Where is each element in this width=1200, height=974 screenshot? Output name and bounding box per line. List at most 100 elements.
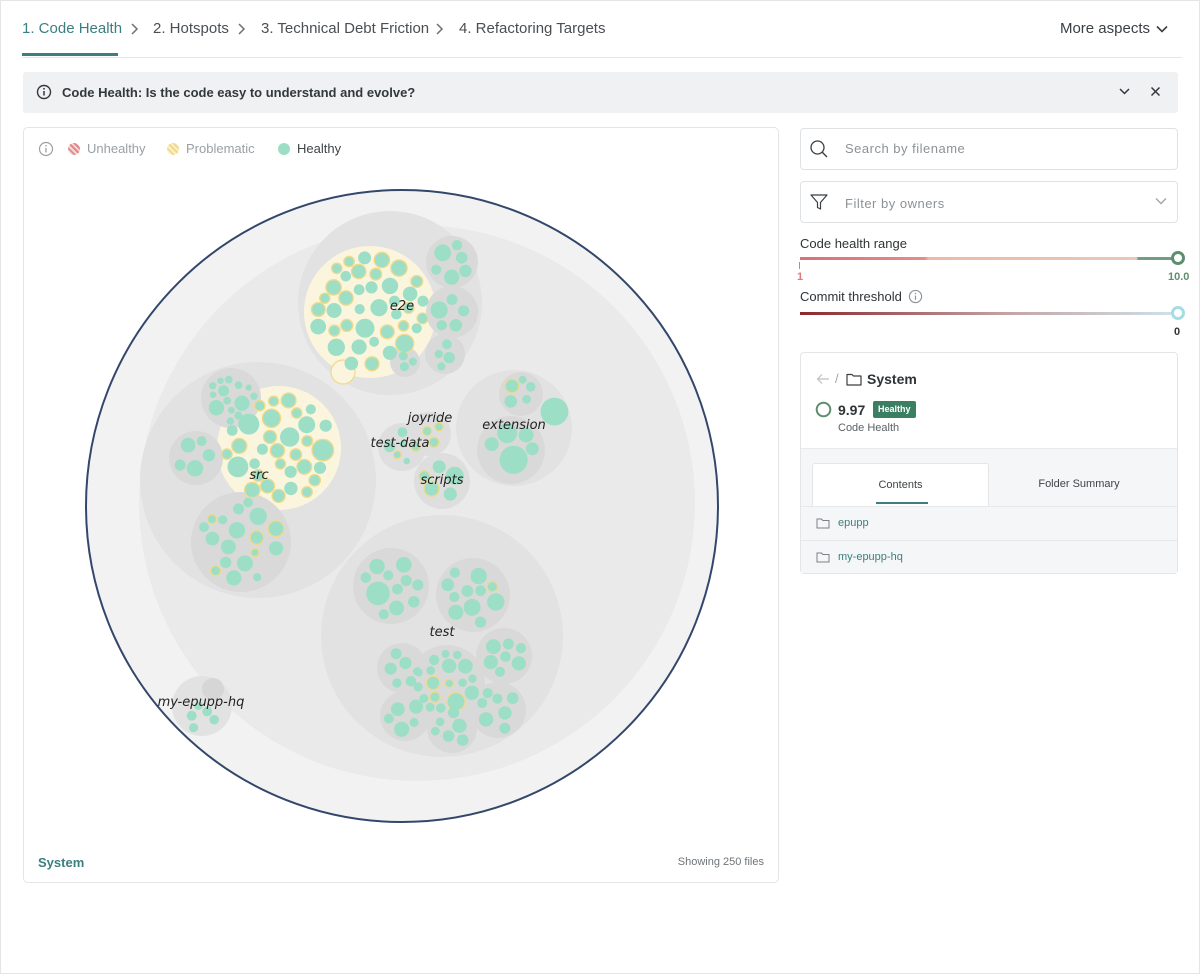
owners-filter-select[interactable]: Filter by owners <box>800 181 1178 223</box>
file-circle[interactable] <box>463 598 481 616</box>
file-circle[interactable] <box>515 643 526 654</box>
file-circle[interactable] <box>328 324 341 337</box>
file-circle[interactable] <box>358 251 372 265</box>
file-circle[interactable] <box>280 392 297 409</box>
file-circle[interactable] <box>449 567 460 578</box>
commit-threshold-slider[interactable] <box>800 312 1178 315</box>
file-circle[interactable] <box>494 666 505 677</box>
file-circle[interactable] <box>378 609 389 620</box>
file-circle[interactable] <box>249 458 260 470</box>
file-circle[interactable] <box>397 320 410 332</box>
file-circle[interactable] <box>250 547 260 558</box>
file-circle[interactable] <box>474 616 487 628</box>
file-circle[interactable] <box>518 375 527 384</box>
file-circle[interactable] <box>394 721 410 737</box>
file-circle[interactable] <box>455 251 468 264</box>
list-item[interactable]: my-epupp-hq <box>801 540 1177 573</box>
file-circle[interactable] <box>458 305 470 317</box>
file-circle[interactable] <box>441 578 455 592</box>
file-circle[interactable] <box>355 318 375 338</box>
file-circle[interactable] <box>392 583 403 595</box>
close-icon[interactable] <box>1149 85 1162 98</box>
code-health-range-slider[interactable] <box>800 257 1178 260</box>
file-circle[interactable] <box>421 425 433 437</box>
file-circle[interactable] <box>441 649 450 659</box>
list-item[interactable]: epupp <box>801 506 1177 539</box>
file-circle[interactable] <box>484 437 499 452</box>
file-circle[interactable] <box>308 473 322 487</box>
file-circle[interactable] <box>202 449 216 462</box>
file-circle[interactable] <box>305 404 316 415</box>
file-circle[interactable] <box>445 466 464 485</box>
file-circle[interactable] <box>226 425 238 436</box>
file-circle[interactable] <box>245 384 252 391</box>
file-circle[interactable] <box>226 417 235 425</box>
file-circle[interactable] <box>441 658 457 674</box>
file-circle[interactable] <box>410 440 422 452</box>
file-circle[interactable] <box>449 591 460 603</box>
file-circle[interactable] <box>251 468 265 483</box>
file-circle[interactable] <box>468 674 477 683</box>
file-circle[interactable] <box>227 406 235 414</box>
file-circle[interactable] <box>326 303 342 318</box>
file-circle[interactable] <box>231 437 248 455</box>
tab-folder-summary[interactable]: Folder Summary <box>991 463 1167 507</box>
circle-packing-map[interactable]: e2e src joyride test-data extension scri… <box>24 128 780 884</box>
file-circle[interactable] <box>482 688 493 699</box>
file-circle[interactable] <box>218 385 230 397</box>
file-circle[interactable] <box>353 284 365 296</box>
file-circle[interactable] <box>217 377 224 384</box>
file-circle[interactable] <box>436 320 447 331</box>
file-circle[interactable] <box>402 301 415 315</box>
file-circle[interactable] <box>431 726 440 736</box>
file-circle[interactable] <box>453 650 462 660</box>
file-circle[interactable] <box>428 436 440 448</box>
file-circle[interactable] <box>290 407 303 419</box>
file-circle[interactable] <box>228 522 246 539</box>
file-circle[interactable] <box>414 668 423 677</box>
file-circle[interactable] <box>525 382 536 392</box>
file-circle[interactable] <box>477 697 488 709</box>
file-circle[interactable] <box>504 395 517 408</box>
file-circle[interactable] <box>425 702 435 712</box>
file-circle[interactable] <box>174 459 186 471</box>
step-code-health[interactable]: 1. Code Health <box>22 20 123 37</box>
file-circle[interactable] <box>284 465 297 478</box>
file-circle[interactable] <box>351 339 367 355</box>
file-circle[interactable] <box>344 356 359 371</box>
file-circle[interactable] <box>280 427 300 447</box>
file-circle[interactable] <box>236 555 253 572</box>
file-circle[interactable] <box>392 678 402 688</box>
file-circle[interactable] <box>435 717 445 727</box>
file-circle[interactable] <box>452 718 467 733</box>
file-circle[interactable] <box>409 699 424 714</box>
file-circle[interactable] <box>408 357 417 366</box>
file-circle[interactable] <box>298 416 316 434</box>
file-circle[interactable] <box>383 570 394 581</box>
file-circle[interactable] <box>390 259 408 277</box>
file-circle[interactable] <box>310 318 327 335</box>
file-circle[interactable] <box>370 299 388 317</box>
file-circle[interactable] <box>383 440 396 453</box>
file-circle[interactable] <box>343 255 355 268</box>
file-circle[interactable] <box>369 558 385 575</box>
file-circle[interactable] <box>202 706 213 717</box>
file-circle[interactable] <box>449 319 463 332</box>
file-circle[interactable] <box>409 717 419 727</box>
file-circle[interactable] <box>444 269 460 285</box>
file-circle[interactable] <box>525 442 539 456</box>
file-circle[interactable] <box>418 470 431 483</box>
file-circle[interactable] <box>364 356 380 372</box>
file-circle[interactable] <box>249 530 265 545</box>
file-circle[interactable] <box>238 413 260 435</box>
file-circle[interactable] <box>383 713 394 724</box>
file-circle[interactable] <box>483 655 498 670</box>
file-circle[interactable] <box>186 710 197 721</box>
file-circle[interactable] <box>456 734 469 746</box>
file-circle[interactable] <box>373 251 391 269</box>
file-circle[interactable] <box>389 295 400 307</box>
legend-problematic[interactable]: Problematic <box>167 141 255 156</box>
file-circle[interactable] <box>340 270 352 282</box>
file-circle[interactable] <box>504 378 520 394</box>
file-circle[interactable] <box>379 324 395 340</box>
